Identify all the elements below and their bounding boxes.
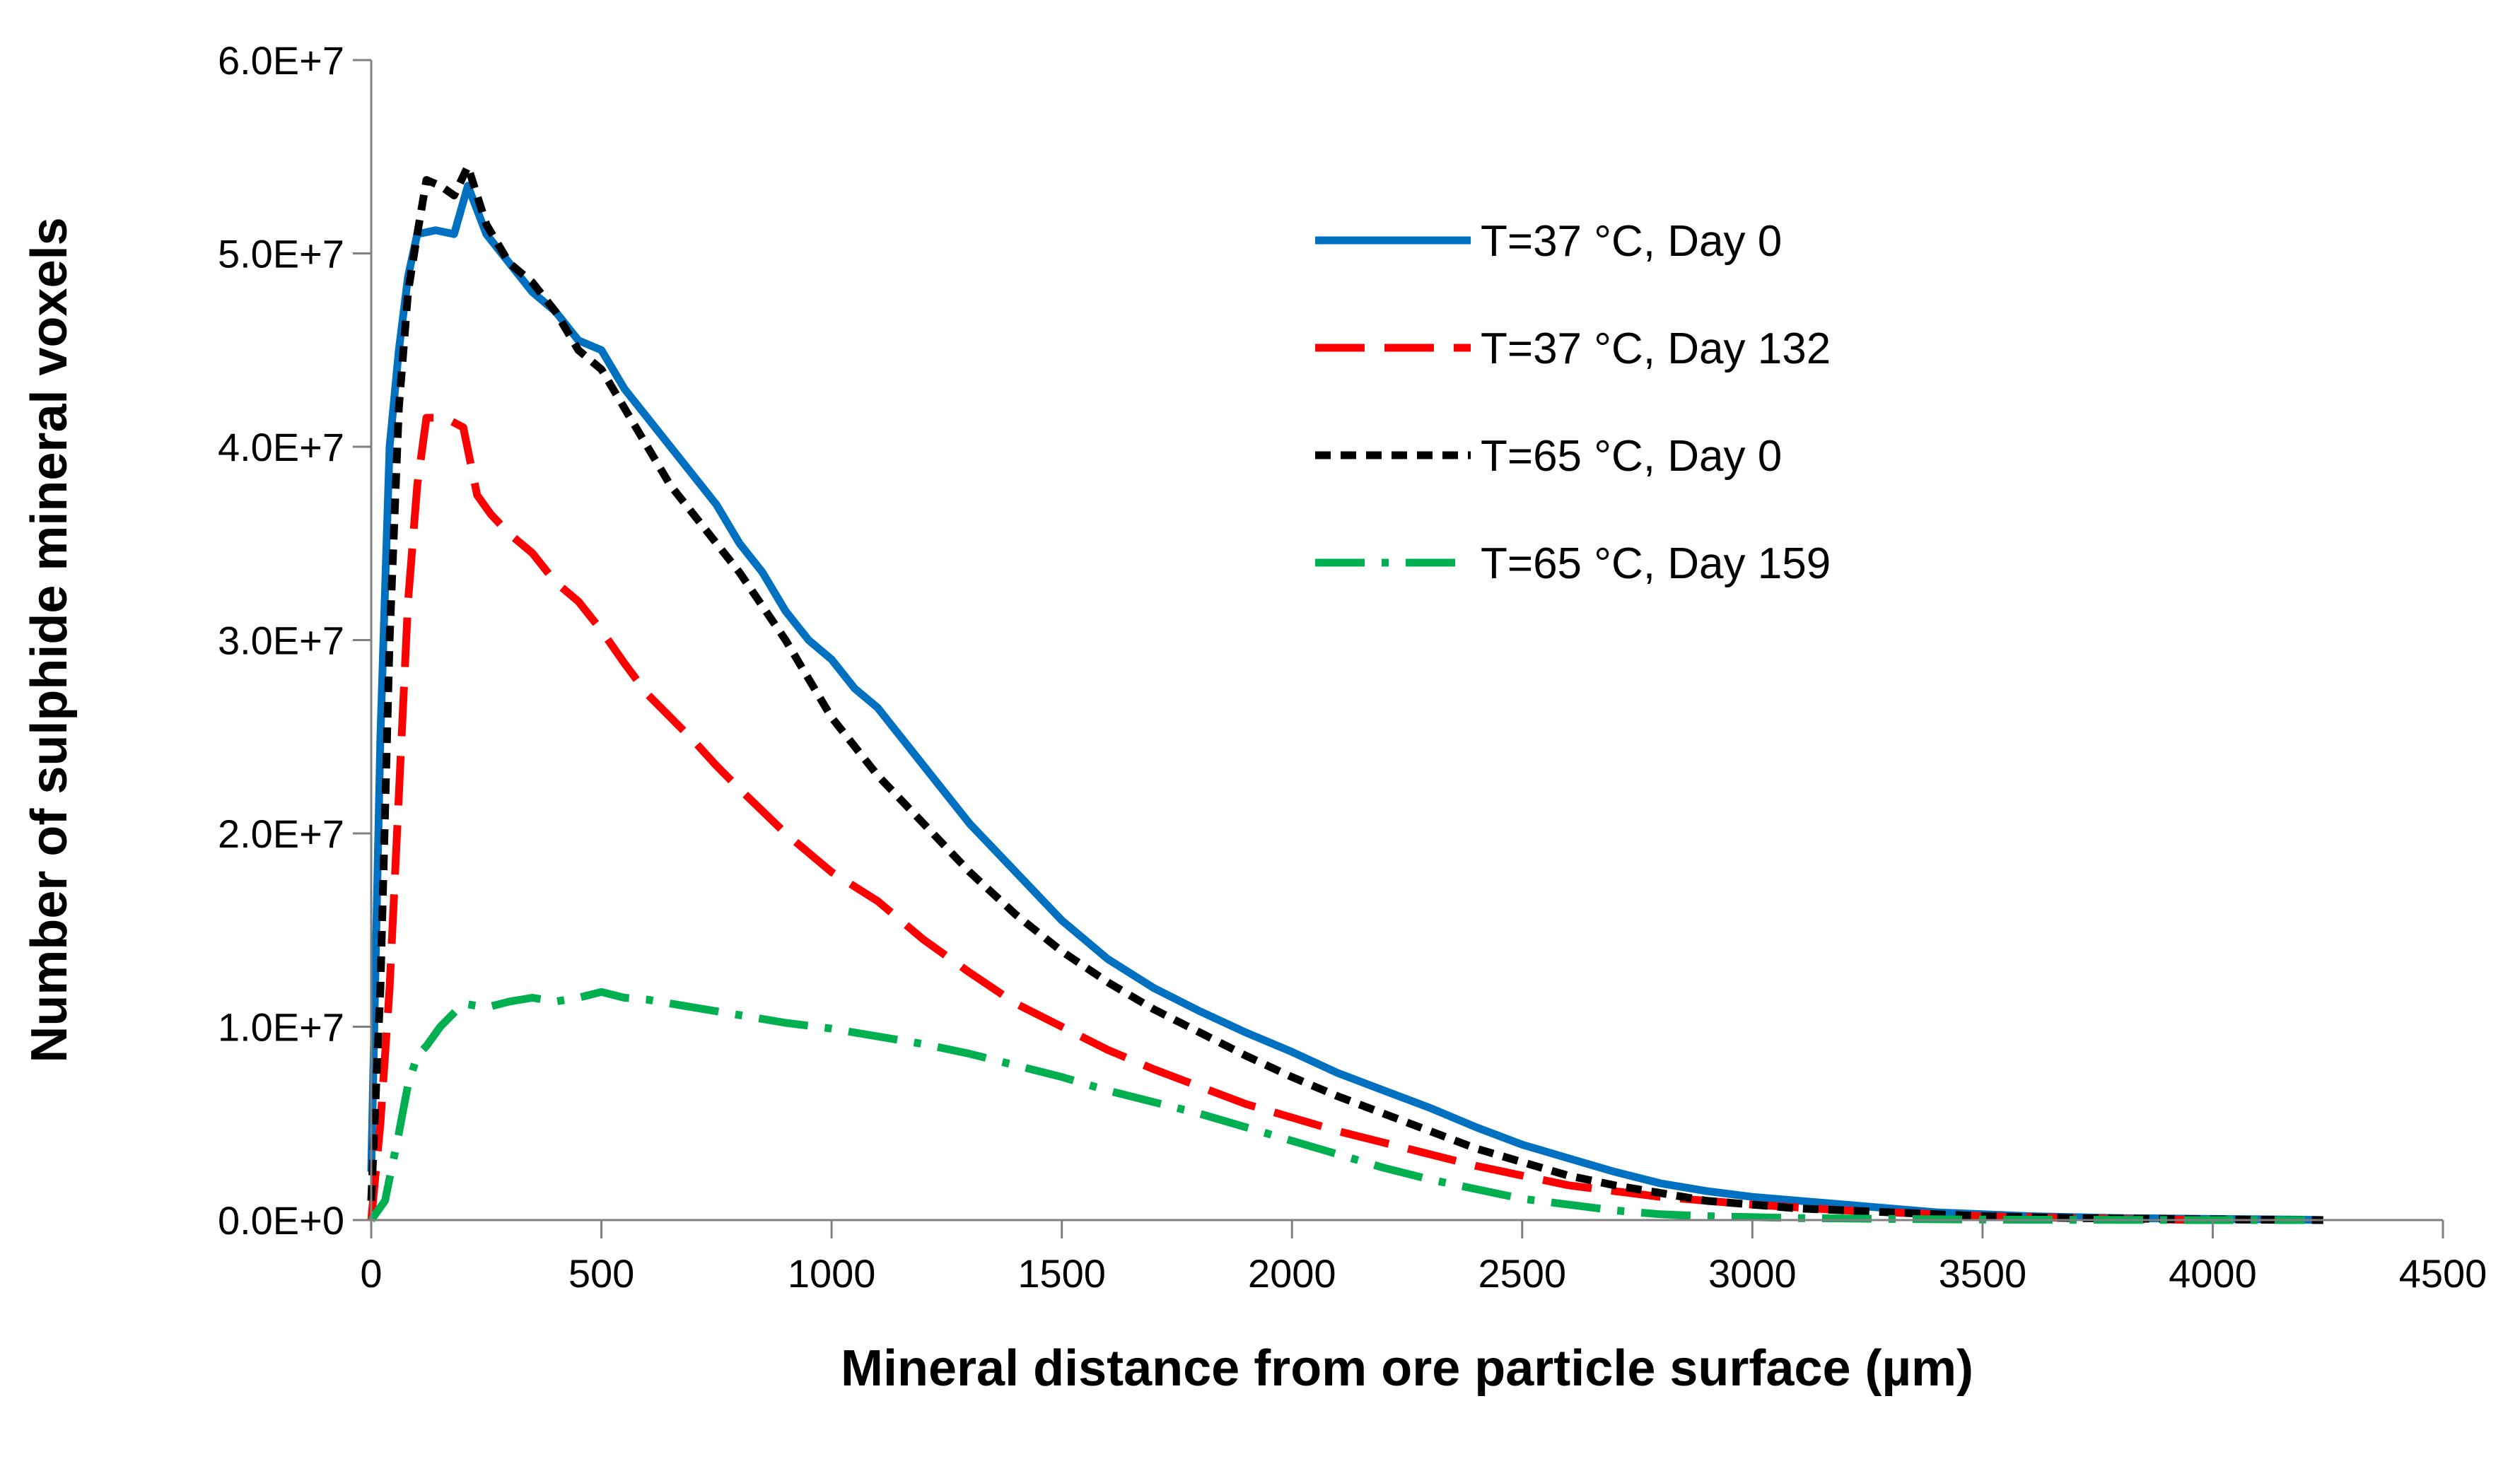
series-line-2 [367, 414, 2213, 1224]
legend: T=37 °C, Day 0 T=37 °C, Day 132 T=65 °C, D… [1315, 217, 1831, 588]
x-tick-label: 4000 [2169, 1251, 2257, 1296]
y-axis-ticks: 0.0E+0 1.0E+7 2.0E+7 3.0E+7 4.0E+7 5.0E+7 6.0E… [218, 38, 371, 1243]
x-tick-label: 0 [360, 1251, 382, 1296]
x-tick-label: 3500 [1939, 1251, 2027, 1296]
x-axis-ticks: 0 500 1000 1500 2000 2500 3000 3500 4000 4500 [360, 1220, 2487, 1296]
legend-label-3: T=65 °C, Day 0 [1481, 432, 1782, 481]
y-axis-title: Number of sulphide mineral voxels [21, 217, 78, 1062]
legend-label-2: T=37 °C, Day 132 [1481, 324, 1831, 373]
legend-label-1: T=37 °C, Day 0 [1481, 217, 1782, 266]
y-tick-label: 0.0E+0 [218, 1198, 344, 1243]
x-tick-label: 4500 [2399, 1251, 2487, 1296]
series-line-1 [367, 182, 2323, 1224]
x-tick-label: 1000 [788, 1251, 876, 1296]
x-tick-label: 500 [568, 1251, 634, 1296]
series-line-3 [367, 162, 2323, 1224]
series-layer [367, 162, 2323, 1224]
x-tick-label: 2000 [1248, 1251, 1336, 1296]
y-tick-label: 6.0E+7 [218, 38, 344, 83]
y-tick-label: 4.0E+7 [218, 425, 344, 469]
axes-layer [370, 60, 2443, 1221]
y-tick-label: 5.0E+7 [218, 232, 344, 276]
x-axis-title: Mineral distance from ore particle surfa… [841, 1340, 1973, 1397]
x-tick-label: 1500 [1017, 1251, 1106, 1296]
x-tick-label: 2500 [1478, 1251, 1566, 1296]
y-tick-label: 2.0E+7 [218, 811, 344, 856]
x-tick-label: 3000 [1708, 1251, 1797, 1296]
series-line-4 [368, 987, 2305, 1224]
legend-label-4: T=65 °C, Day 159 [1481, 539, 1831, 588]
y-tick-label: 1.0E+7 [218, 1005, 344, 1050]
y-tick-label: 3.0E+7 [218, 619, 344, 663]
